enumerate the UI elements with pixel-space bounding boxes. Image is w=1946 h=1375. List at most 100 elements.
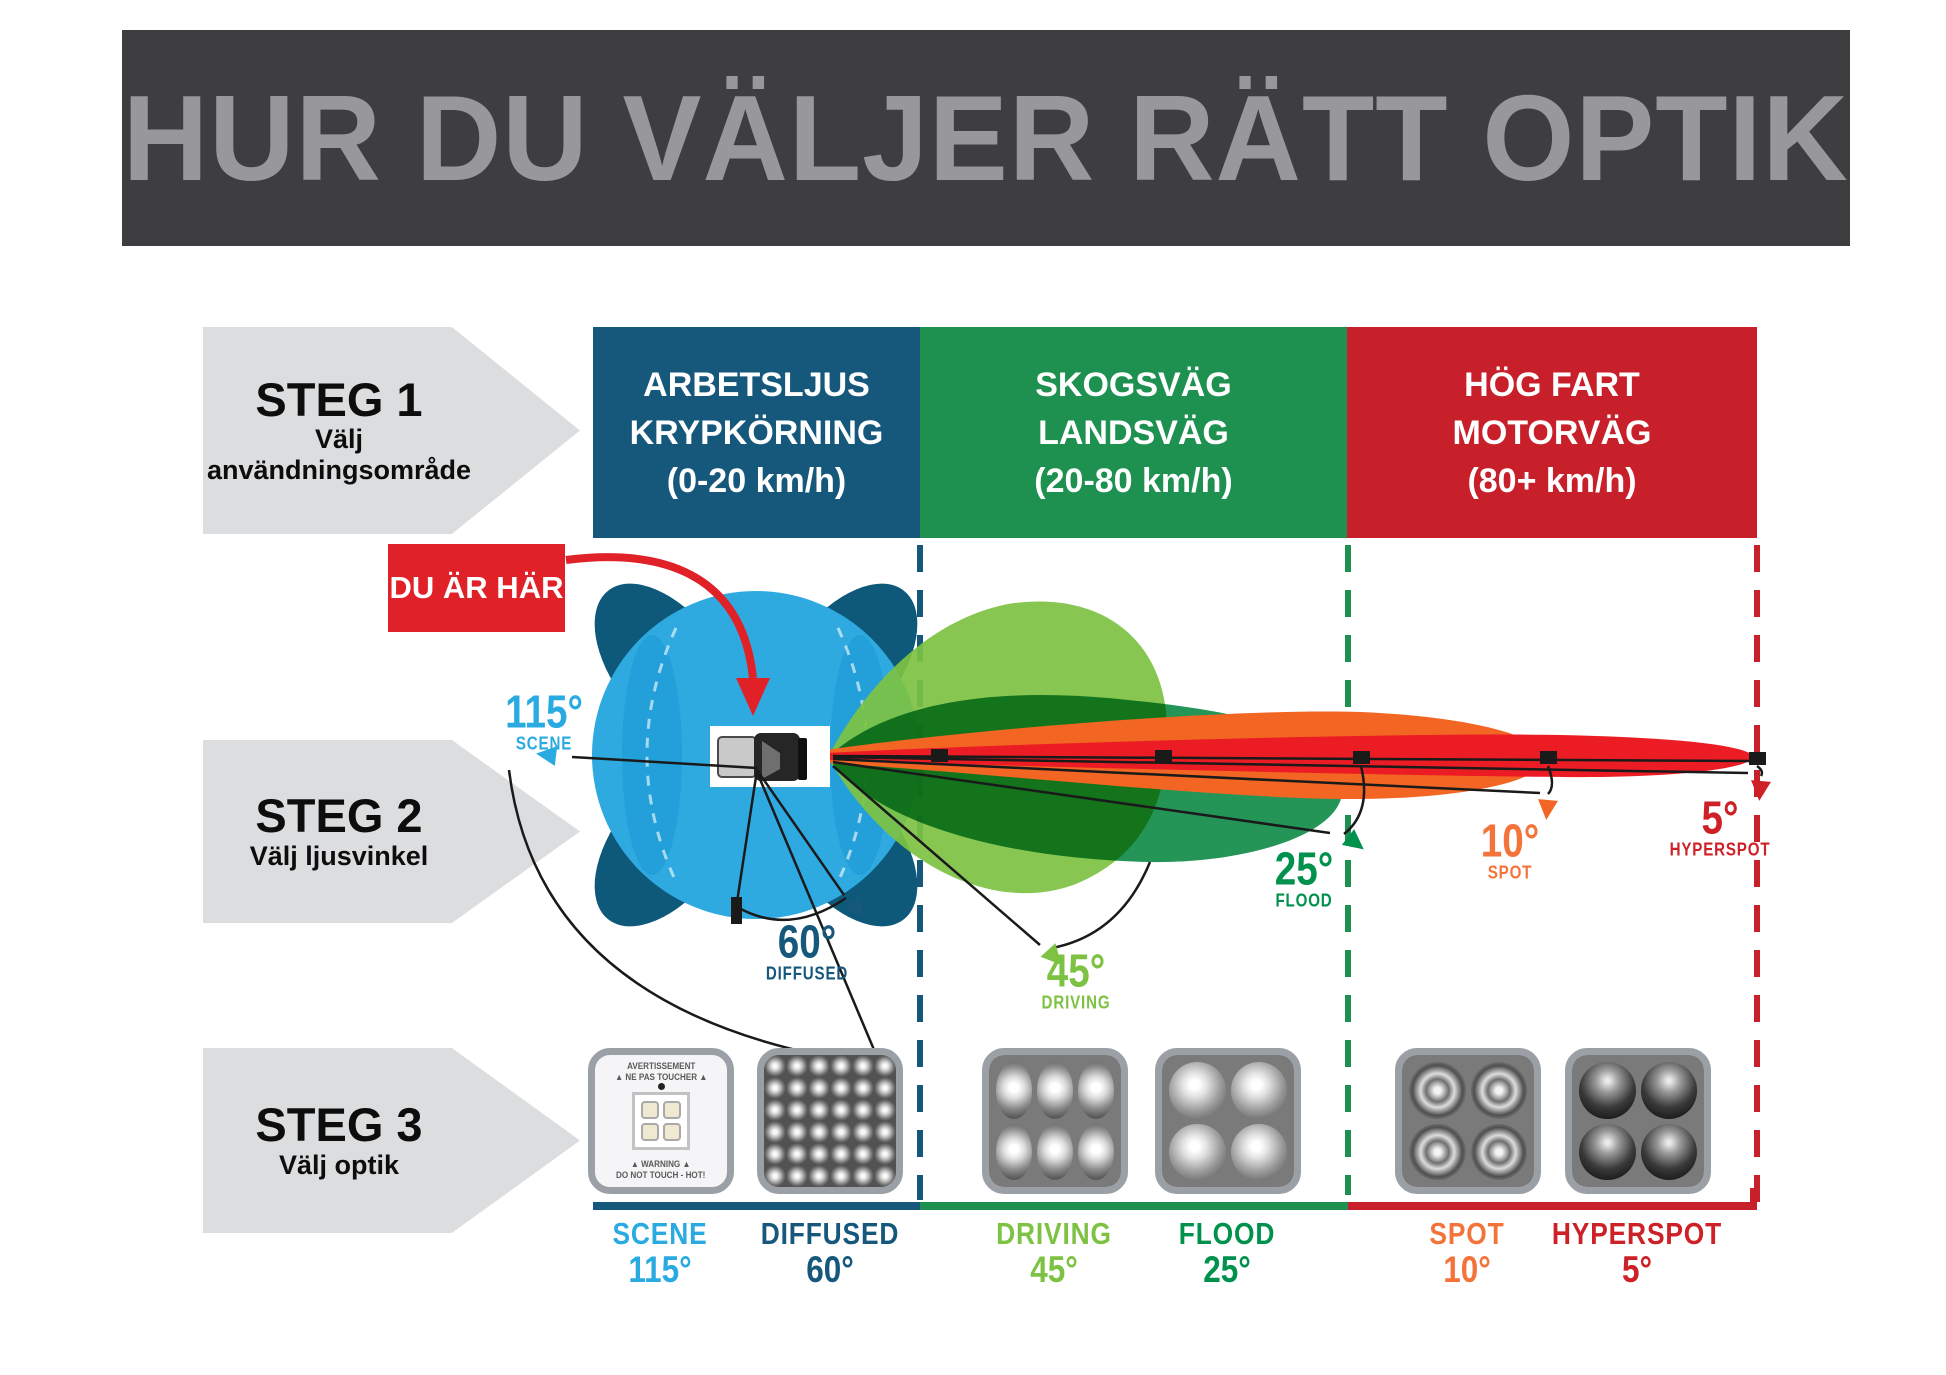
reflector (1037, 1123, 1073, 1180)
optic-card-driving (982, 1048, 1128, 1194)
led-chip (663, 1123, 681, 1141)
flood-angle-value: 25° (1274, 842, 1334, 895)
reflector (1470, 1123, 1527, 1180)
flood-reflector-grid (1162, 1055, 1294, 1187)
reflector (1037, 1062, 1073, 1119)
scene-angle-name: SCENE (515, 732, 573, 753)
step3-title: STEG 3 (255, 1098, 423, 1152)
spot-label-name: SPOT (1429, 1216, 1505, 1251)
step1-title: STEG 1 (255, 372, 423, 426)
reflector (1409, 1123, 1466, 1180)
reflector (1409, 1062, 1466, 1119)
scene-warning-bottom2: DO NOT TOUCH - HOT! (616, 1169, 706, 1180)
reflector (1078, 1062, 1114, 1119)
reflector (1470, 1062, 1527, 1119)
optic-label-scene: SCENE 115° (612, 1216, 708, 1290)
driving-reflector-grid (989, 1055, 1121, 1187)
category-forestroad-speed: (20-80 km/h) (1034, 461, 1233, 500)
flood-angle-name: FLOOD (1275, 889, 1333, 910)
category-worklight-line2: KRYPKÖRNING (629, 413, 884, 452)
hyperspot-label-angle: 5° (1621, 1248, 1653, 1290)
hyperspot-label-name: HYPERSPOT (1551, 1216, 1723, 1251)
vehicle-icon (710, 726, 830, 787)
category-forestroad-line1: SKOGSVÄG (1035, 365, 1232, 404)
led-chip (663, 1101, 681, 1119)
hyperspot-reflector-grid (1572, 1055, 1704, 1187)
hyperspot-angle-value: 5° (1701, 791, 1739, 844)
you-are-here-arrow (565, 553, 770, 716)
highspeed-zone-bar (1348, 1202, 1757, 1210)
category-worklight-line1: ARBETSLJUS (643, 365, 870, 404)
scene-label-name: SCENE (612, 1216, 708, 1251)
category-worklight-speed: (0-20 km/h) (666, 461, 847, 500)
scene-warning-top1: AVERTISSEMENT (626, 1061, 696, 1071)
angle-lines (507, 754, 1764, 1068)
optic-card-flood (1155, 1048, 1301, 1194)
category-forestroad-line2: LANDSVÄG (1038, 413, 1229, 452)
spot-label-angle: 10° (1443, 1248, 1491, 1290)
scene-angle-value: 115° (505, 685, 583, 738)
reflector (996, 1062, 1032, 1119)
beam-label-diffused: 60° DIFFUSED (766, 915, 848, 983)
worklight-zone-bar (593, 1202, 920, 1210)
reflector (1078, 1123, 1114, 1180)
optic-label-diffused: DIFFUSED 60° (761, 1217, 900, 1290)
forestroad-zone-bar (920, 1202, 1348, 1210)
flood-label-name: FLOOD (1178, 1216, 1276, 1251)
zone-divider-red-dashed-line (1754, 545, 1760, 1205)
flood-label-angle: 25° (1203, 1248, 1251, 1290)
hyperspot-beam (826, 734, 1754, 778)
scene-warning-bottom1: ▲ WARNING ▲ (631, 1158, 691, 1169)
optic-label-spot: SPOT 10° (1429, 1216, 1505, 1290)
you-are-here-label: DU ÄR HÄR (388, 544, 565, 632)
hyperspot-angle-name: HYPERSPOT (1669, 838, 1771, 859)
step2-subtitle: Välj ljusvinkel (249, 840, 429, 871)
driving-label-name: DRIVING (996, 1216, 1112, 1251)
optic-label-flood: FLOOD 25° (1178, 1216, 1276, 1290)
category-worklight: ARBETSLJUS KRYPKÖRNING (0-20 km/h) (593, 327, 920, 538)
category-highspeed: HÖG FART MOTORVÄG (80+ km/h) (1347, 327, 1757, 538)
optic-card-diffused (757, 1048, 903, 1194)
category-highspeed-line2: MOTORVÄG (1452, 413, 1652, 452)
highspeed-zone-bar-end-tick (1750, 1188, 1757, 1210)
zone-divider-green-dashed-line (1345, 545, 1351, 1195)
category-forestroad: SKOGSVÄG LANDSVÄG (20-80 km/h) (920, 327, 1347, 538)
step1-subtitle-line2: användningsområde (206, 455, 472, 486)
spot-reflector-grid (1402, 1055, 1534, 1187)
driving-label-angle: 45° (1030, 1248, 1078, 1290)
reflector (1579, 1123, 1636, 1180)
led-chip (641, 1123, 659, 1141)
optic-card-hyperspot (1565, 1048, 1711, 1194)
distance-ticks (731, 749, 1766, 924)
step2-title: STEG 2 (255, 789, 423, 843)
scene-label-angle: 115° (628, 1248, 692, 1290)
led-chip (641, 1101, 659, 1119)
diffused-label-angle: 60° (806, 1248, 854, 1290)
reflector (1640, 1123, 1697, 1180)
step1-subtitle-line1: Välj (314, 424, 364, 455)
beam-label-flood: 25° FLOOD (1274, 842, 1334, 910)
scene-led-array (632, 1083, 690, 1150)
category-highspeed-line1: HÖG FART (1464, 365, 1640, 404)
step3-subtitle: Välj optik (278, 1149, 400, 1180)
optic-card-spot (1395, 1048, 1541, 1194)
beam-label-hyperspot: 5° HYPERSPOT (1669, 791, 1771, 859)
spot-angle-name: SPOT (1487, 861, 1533, 882)
spot-angle-value: 10° (1480, 814, 1540, 867)
reflector (996, 1123, 1032, 1180)
reflector (1169, 1062, 1226, 1119)
you-are-here-text: DU ÄR HÄR (389, 570, 564, 605)
title-banner: HUR DU VÄLJER RÄTT OPTIK (122, 30, 1850, 246)
zone-divider-blue-dashed-line (917, 545, 923, 1200)
page-title: HUR DU VÄLJER RÄTT OPTIK (122, 70, 1850, 206)
driving-angle-name: DRIVING (1041, 991, 1111, 1012)
beam-label-spot: 10° SPOT (1480, 814, 1540, 882)
reflector (1230, 1123, 1287, 1180)
diffused-angle-value: 60° (777, 915, 837, 968)
optic-label-hyperspot: HYPERSPOT 5° (1551, 1216, 1723, 1290)
beam-label-scene: 115° SCENE (505, 685, 583, 753)
category-header-row: ARBETSLJUS KRYPKÖRNING (0-20 km/h) SKOGS… (593, 327, 1757, 538)
reflector (1230, 1062, 1287, 1119)
